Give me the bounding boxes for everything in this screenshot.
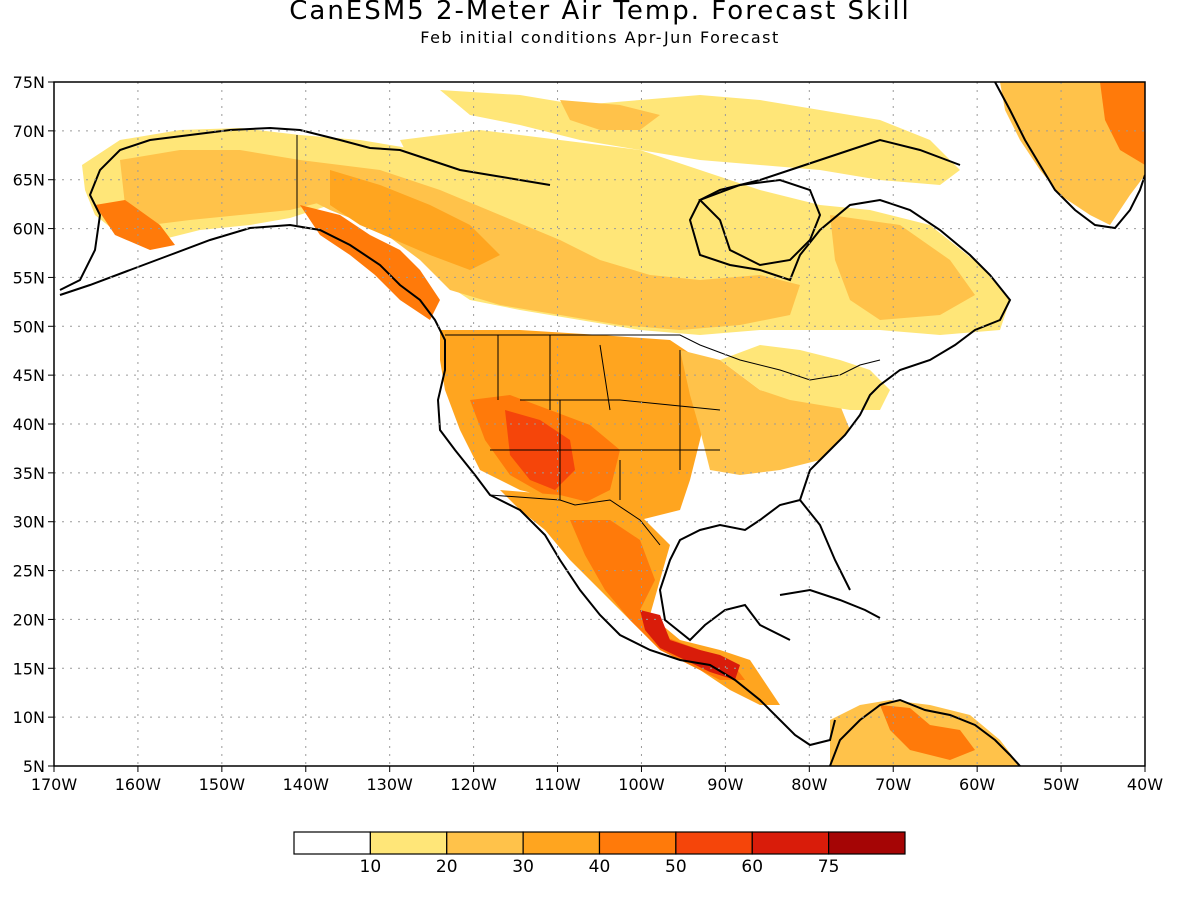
lat-label: 75N — [13, 73, 45, 92]
lat-label: 60N — [13, 220, 45, 239]
lon-label: 60W — [959, 775, 995, 794]
skill-region-central-america — [640, 610, 740, 680]
lon-label: 150W — [199, 775, 246, 794]
lon-label: 120W — [450, 775, 497, 794]
border-us-states — [490, 335, 721, 500]
lat-label: 50N — [13, 317, 45, 336]
skill-region-nw-warm — [330, 170, 500, 270]
skill-region-alaska-core — [120, 150, 340, 225]
skill-region-alaska-sw — [95, 200, 175, 250]
lon-label: 80W — [791, 775, 827, 794]
lat-label: 5N — [23, 757, 45, 776]
skill-region-south-america-core — [880, 705, 975, 760]
colorbar: 10 20 30 40 50 60 75 — [293, 831, 906, 877]
colorbar-label: 75 — [818, 857, 840, 877]
lat-label: 30N — [13, 513, 45, 532]
colorbar-label: 10 — [360, 857, 382, 877]
lat-label: 20N — [13, 610, 45, 629]
coastline-alaska — [59, 126, 551, 291]
lon-label: 170W — [31, 775, 78, 794]
lat-label: 65N — [13, 171, 45, 190]
skill-region-us-plains — [680, 350, 850, 475]
border-us-mexico — [489, 494, 661, 546]
colorbar-swatch — [598, 831, 677, 855]
coastline-south-america — [829, 698, 1021, 766]
lat-label: 35N — [13, 464, 45, 483]
colorbar-swatch — [675, 831, 753, 855]
lat-label: 45N — [13, 366, 45, 385]
lon-label: 40W — [1127, 775, 1163, 794]
lat-label: 10N — [13, 708, 45, 727]
colorbar-label: 40 — [589, 857, 611, 877]
map-title: CanESM5 2-Meter Air Temp. Forecast Skill — [289, 0, 911, 26]
skill-region-us-mid — [720, 345, 890, 410]
skill-region-canada-east — [830, 215, 975, 320]
longitude-labels: 170W 160W 150W 140W 130W 120W 110W 100W 90W 80W 70… — [31, 766, 1163, 794]
colorbar-swatch — [446, 831, 524, 855]
latitude-labels: 75N 70N 65N 60N 55N 50N 45N 40N 35N 30N 25N 20N 15N 1… — [13, 73, 54, 776]
lat-label: 55N — [13, 268, 45, 287]
colorbar-swatch — [828, 831, 906, 855]
colorbar-label: 50 — [665, 857, 687, 877]
skill-region-arctic-2 — [560, 100, 660, 130]
graticule — [54, 82, 1145, 766]
colorbar-swatch — [751, 831, 830, 855]
skill-region-bc-coast — [300, 205, 440, 320]
colorbar-label: 20 — [436, 857, 458, 877]
political-borders — [296, 135, 881, 546]
colorbar-swatch — [293, 831, 371, 855]
colorbar-swatch — [522, 831, 601, 855]
lon-label: 50W — [1043, 775, 1079, 794]
lon-label: 110W — [534, 775, 581, 794]
lon-label: 100W — [618, 775, 665, 794]
coastline-greenland — [994, 82, 1145, 230]
skill-shading — [82, 82, 1145, 766]
lon-label: 70W — [875, 775, 911, 794]
coastline-cuba — [779, 588, 881, 619]
lat-label: 70N — [13, 122, 45, 141]
lon-label: 90W — [707, 775, 743, 794]
colorbar-label: 60 — [741, 857, 763, 877]
skill-region-mexico-core — [570, 520, 745, 680]
lon-label: 130W — [367, 775, 414, 794]
skill-region-greenland-east — [1100, 82, 1145, 165]
colorbar-swatch — [369, 831, 448, 855]
lat-label: 25N — [13, 562, 45, 581]
lat-label: 15N — [13, 659, 45, 678]
border-us-canada — [445, 334, 881, 381]
skill-region-canada-mid — [300, 160, 800, 330]
coastline-hudson-bay — [698, 178, 822, 267]
map-subtitle: Feb initial conditions Apr-Jun Forecast — [420, 28, 780, 47]
lon-label: 140W — [283, 775, 330, 794]
lat-label: 40N — [13, 415, 45, 434]
lon-label: 160W — [115, 775, 162, 794]
colorbar-label: 30 — [512, 857, 534, 877]
